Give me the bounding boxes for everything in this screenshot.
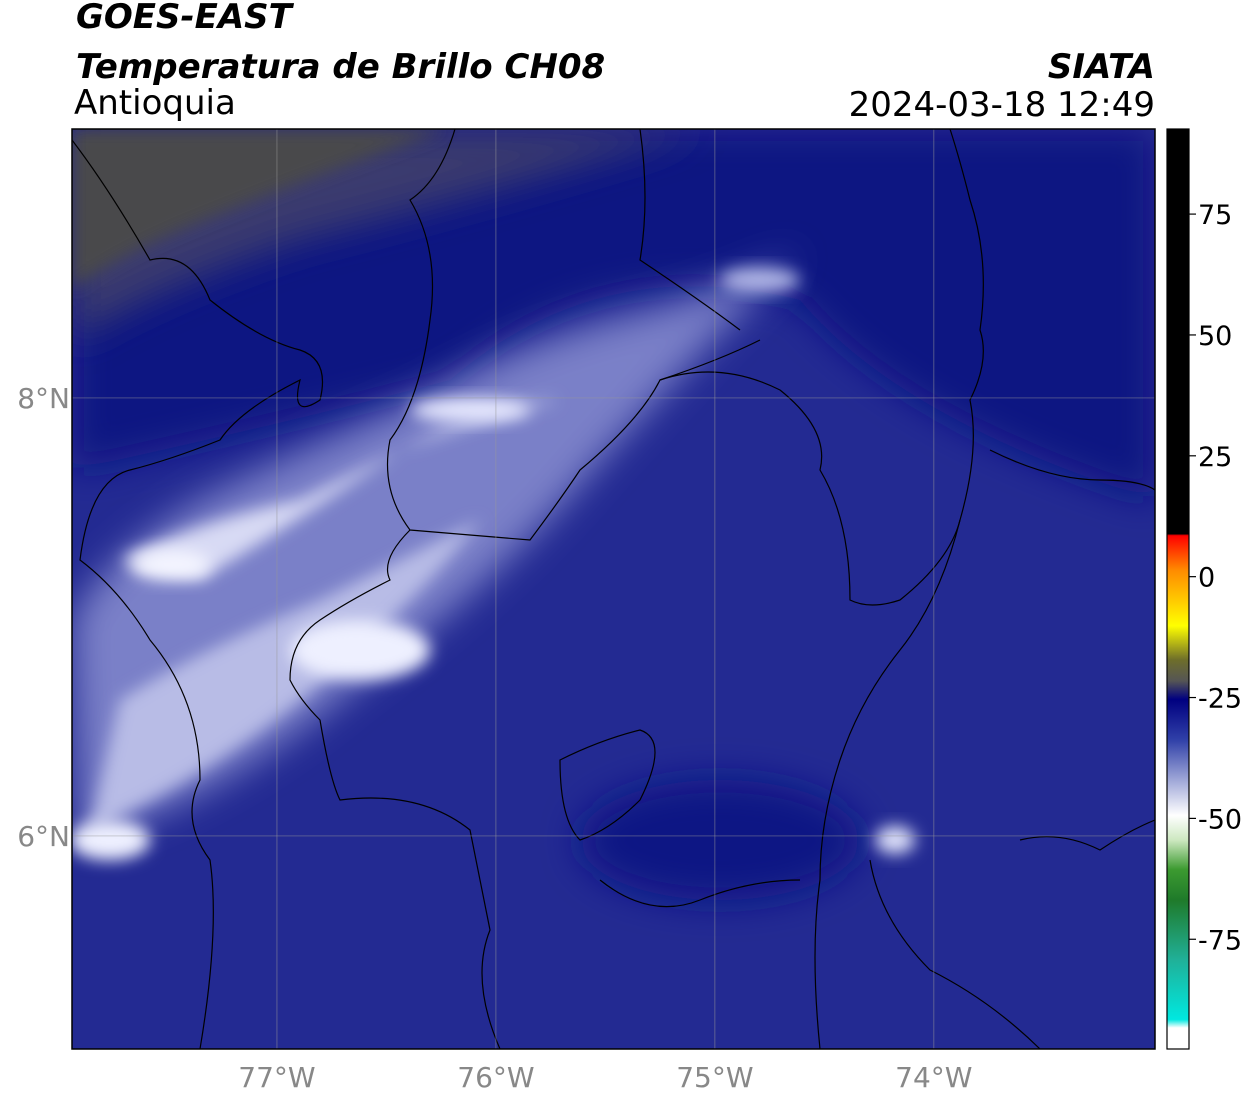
colorbar-tick-label: 50 <box>1198 321 1232 352</box>
satellite-image <box>72 129 1155 1049</box>
colorbar-tick-label: -25 <box>1198 684 1242 715</box>
map-frame <box>71 128 1156 1050</box>
lat-tick-label: 8°N <box>17 382 70 415</box>
lon-tick-label: 76°W <box>457 1061 534 1094</box>
colorbar-tick-label: -50 <box>1198 804 1242 835</box>
colorbar-tick-label: 75 <box>1198 200 1232 231</box>
lon-tick-label: 74°W <box>895 1061 972 1094</box>
lon-tick-label: 77°W <box>238 1061 315 1094</box>
timestamp: 2024-03-18 12:49 <box>849 85 1155 125</box>
source: SIATA <box>1048 47 1155 87</box>
lat-tick-label: 6°N <box>17 820 70 853</box>
subtitle: Temperatura de Brillo CH08 <box>76 47 605 87</box>
colorbar-tick-label: -75 <box>1198 925 1242 956</box>
colorbar-tick-label: 0 <box>1198 563 1215 594</box>
region: Antioquia <box>74 83 236 123</box>
title: GOES-EAST <box>76 0 295 37</box>
lon-tick-label: 75°W <box>676 1061 753 1094</box>
colorbar <box>1166 128 1190 1050</box>
colorbar-tick-label: 25 <box>1198 442 1232 473</box>
